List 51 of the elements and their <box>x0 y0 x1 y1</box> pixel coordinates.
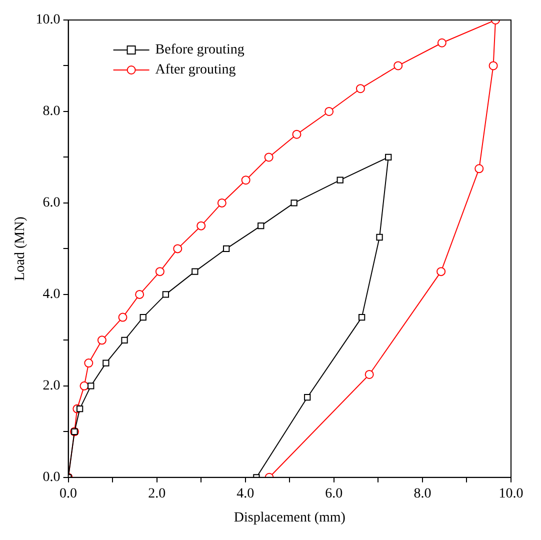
point <box>97 336 106 345</box>
point <box>241 176 250 185</box>
point <box>80 381 89 390</box>
point <box>102 360 110 366</box>
point <box>364 370 374 379</box>
point <box>84 358 94 368</box>
point <box>292 130 302 139</box>
x-tick-label: 6.0 <box>325 486 343 502</box>
legend-label: Before grouting <box>155 42 244 58</box>
point <box>324 106 334 116</box>
x-tick-label: 2.0 <box>148 486 166 502</box>
point <box>223 245 230 252</box>
point <box>394 61 403 70</box>
point <box>173 244 182 254</box>
point <box>356 84 365 94</box>
y-tick-label: 8.0 <box>42 104 60 120</box>
point <box>474 164 484 174</box>
point <box>385 154 392 161</box>
point <box>196 221 206 230</box>
point <box>290 200 298 206</box>
point <box>192 268 198 275</box>
point <box>88 382 94 390</box>
point <box>437 38 446 48</box>
y-tick-label: 10.0 <box>36 12 60 28</box>
y-tick-label: 0.0 <box>42 470 60 486</box>
point <box>336 176 344 184</box>
point <box>155 267 164 276</box>
point <box>376 234 383 241</box>
point <box>162 291 170 298</box>
point <box>76 405 84 412</box>
point <box>258 222 264 230</box>
y-tick-label: 4.0 <box>42 287 60 302</box>
point <box>135 290 144 299</box>
point <box>121 336 128 344</box>
legend-label: After grouting <box>155 62 236 78</box>
point <box>264 152 274 162</box>
x-tick-label: 0.0 <box>60 486 78 502</box>
y-axis-title: Load (MN) <box>13 216 28 281</box>
point <box>304 394 311 401</box>
point <box>358 314 366 321</box>
x-tick-label: 4.0 <box>236 486 254 502</box>
x-axis-title: Displacement (mm) <box>234 510 346 526</box>
y-tick-label: 6.0 <box>42 196 60 211</box>
point <box>217 198 226 208</box>
point <box>140 314 146 321</box>
point <box>488 61 498 70</box>
point <box>118 312 128 322</box>
point <box>436 267 446 276</box>
x-tick-label: 10.0 <box>498 486 524 502</box>
x-tick-label: 8.0 <box>414 486 432 502</box>
y-tick-label: 2.0 <box>42 378 60 394</box>
